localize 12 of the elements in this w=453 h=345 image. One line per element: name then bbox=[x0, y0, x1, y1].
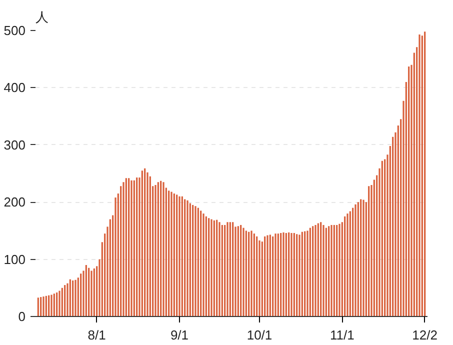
x-tick-label: 8/1 bbox=[88, 328, 106, 342]
y-tick-label: 300 bbox=[4, 137, 26, 152]
y-tick-label: 0 bbox=[18, 309, 26, 324]
y-tick-label: 200 bbox=[4, 194, 26, 210]
y-tick-label: 400 bbox=[4, 80, 26, 96]
y-tick-label: 500 bbox=[4, 23, 26, 38]
x-tick-label: 10/1 bbox=[246, 328, 272, 342]
x-tick-label: 9/1 bbox=[170, 328, 189, 342]
y-axis-title: 人 bbox=[36, 10, 48, 26]
y-tick-label: 100 bbox=[4, 252, 26, 267]
x-tick-label: 11/1 bbox=[330, 328, 354, 342]
x-tick-label: 12/2 bbox=[412, 328, 438, 342]
